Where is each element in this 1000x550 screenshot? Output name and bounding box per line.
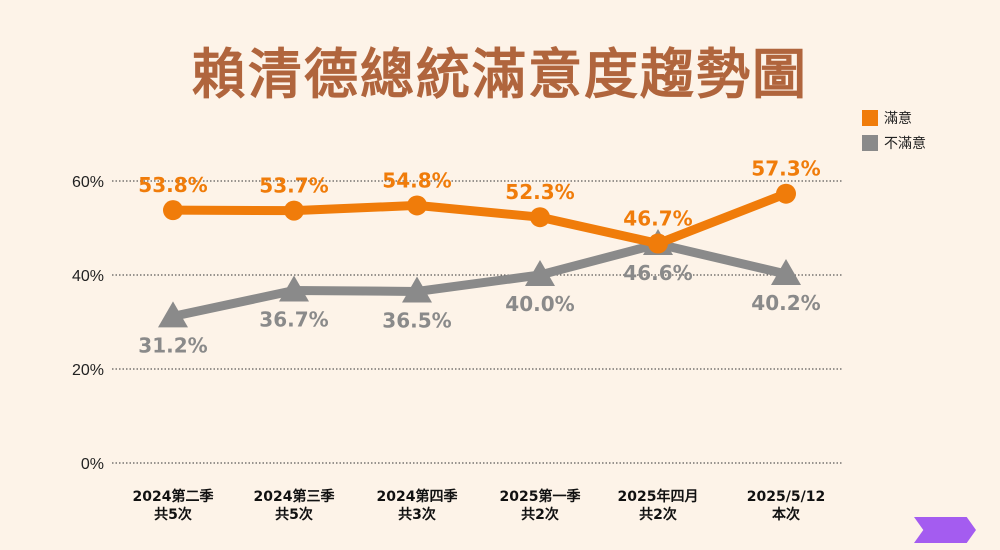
legend-label: 滿意: [884, 111, 912, 127]
data-label: 36.5%: [382, 308, 451, 332]
data-label: 40.0%: [505, 292, 574, 316]
data-point: [284, 200, 304, 221]
data-label: 52.3%: [505, 180, 574, 204]
legend-label: 不滿意: [884, 136, 926, 152]
y-tick-label: 20%: [72, 362, 104, 379]
x-tick-label: 2024第四季 共3次: [376, 489, 458, 523]
y-tick-label: 40%: [72, 268, 104, 285]
y-tick-label: 60%: [72, 174, 104, 191]
y-tick-label: 0%: [81, 456, 104, 473]
data-point: [525, 260, 555, 286]
legend-dissatisfied: 不滿意: [862, 133, 926, 153]
data-point: [402, 276, 432, 303]
data-label: 53.8%: [138, 173, 207, 197]
x-tick-label: 2025年四月 共2次: [617, 489, 699, 523]
data-point: [158, 301, 188, 328]
data-label: 36.7%: [259, 308, 328, 332]
data-point: [648, 233, 668, 254]
data-label: 40.2%: [751, 291, 820, 315]
legend-satisfied: 滿意: [862, 108, 912, 128]
chevron-right-icon[interactable]: [914, 517, 976, 543]
x-tick-label: 2025/5/12 本次: [746, 489, 826, 523]
x-tick-label: 2025第一季 共2次: [499, 489, 581, 523]
x-tick-label: 2024第三季 共5次: [253, 489, 335, 523]
data-point: [771, 259, 801, 286]
data-label: 54.8%: [382, 168, 451, 192]
data-label: 46.7%: [623, 207, 692, 231]
data-label: 57.3%: [751, 157, 820, 181]
data-label: 46.6%: [623, 261, 692, 285]
chart-title: 賴清德總統滿意度趨勢圖: [192, 43, 808, 106]
legend-swatch: [862, 110, 878, 126]
series-line-1: [172, 239, 788, 321]
data-point: [163, 200, 183, 221]
series-line-0: [172, 189, 788, 249]
data-point: [776, 183, 796, 204]
legend-swatch: [862, 135, 878, 151]
data-point: [530, 207, 550, 228]
data-label: 53.7%: [259, 174, 328, 198]
data-label: 31.2%: [138, 333, 207, 357]
data-point: [279, 275, 309, 302]
x-tick-label: 2024第二季 共5次: [132, 489, 214, 523]
data-point: [407, 195, 427, 216]
